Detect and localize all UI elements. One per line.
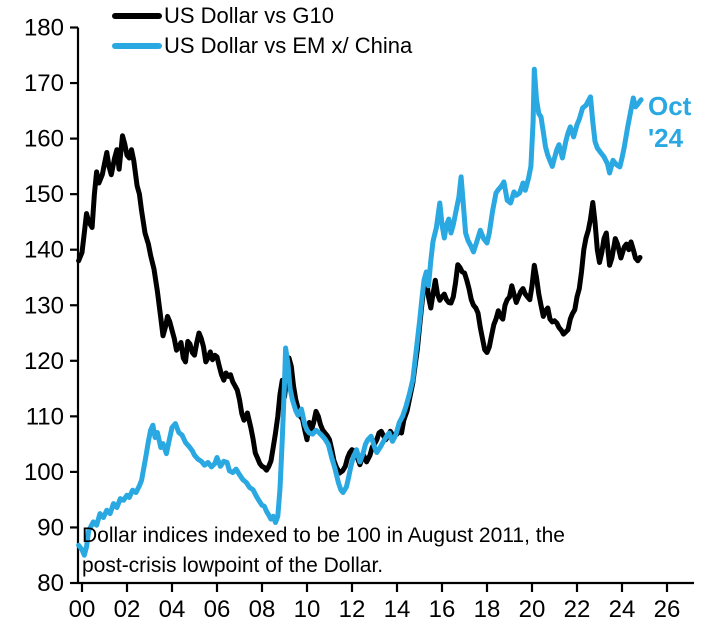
em-line-swatch bbox=[112, 43, 162, 49]
y-tick-label: 110 bbox=[26, 403, 64, 430]
em-series-line bbox=[76, 66, 644, 558]
x-tick-label: 08 bbox=[249, 596, 276, 623]
x-tick-label: 22 bbox=[564, 596, 591, 623]
legend-label-g10: US Dollar vs G10 bbox=[164, 3, 334, 28]
y-tick-label: 130 bbox=[24, 292, 64, 319]
x-tick-label: 02 bbox=[114, 596, 141, 623]
footnote-line1: Dollar indices indexed to be 100 in Augu… bbox=[82, 524, 565, 547]
x-tick-label: 06 bbox=[204, 596, 231, 623]
y-tick-label: 170 bbox=[24, 70, 64, 97]
y-tick-label: 100 bbox=[24, 459, 64, 486]
x-tick-label: 04 bbox=[159, 596, 186, 623]
x-tick-label: 14 bbox=[384, 596, 411, 623]
legend-item-em: US Dollar vs EM x/ China bbox=[112, 32, 412, 60]
x-tick-label: 16 bbox=[429, 596, 456, 623]
chart-legend: US Dollar vs G10 US Dollar vs EM x/ Chin… bbox=[112, 2, 412, 60]
g10-line-swatch bbox=[112, 13, 162, 19]
x-tick-label: 26 bbox=[654, 596, 681, 623]
x-tick-label: 18 bbox=[474, 596, 501, 623]
y-tick-label: 180 bbox=[24, 15, 64, 42]
footnote-line2: post-crisis lowpoint of the Dollar. bbox=[82, 554, 384, 577]
chart-footnote: Dollar indices indexed to be 100 in Augu… bbox=[82, 521, 565, 581]
series-end-label-oct-24: Oct '24 bbox=[648, 90, 691, 154]
legend-item-g10: US Dollar vs G10 bbox=[112, 2, 412, 30]
x-tick-label: 20 bbox=[519, 596, 546, 623]
legend-label-em: US Dollar vs EM x/ China bbox=[164, 33, 413, 58]
y-tick-label: 150 bbox=[24, 181, 64, 208]
g10-series-line bbox=[76, 133, 643, 476]
y-tick-label: 140 bbox=[24, 237, 64, 264]
x-tick-label: 10 bbox=[294, 596, 321, 623]
x-tick-label: 24 bbox=[609, 596, 636, 623]
y-tick-label: 160 bbox=[24, 126, 64, 153]
end-label-line2: '24 bbox=[648, 123, 684, 153]
end-label-line1: Oct bbox=[648, 91, 692, 121]
y-tick-label: 90 bbox=[37, 514, 64, 541]
x-tick-label: 12 bbox=[339, 596, 366, 623]
y-tick-label: 120 bbox=[24, 348, 64, 375]
axes: 80 90 100 110 120 130 140 150 160 170 180 00 02 04 06 0… bbox=[24, 15, 694, 623]
y-tick-label: 80 bbox=[37, 570, 64, 597]
x-tick-label: 00 bbox=[69, 596, 96, 623]
